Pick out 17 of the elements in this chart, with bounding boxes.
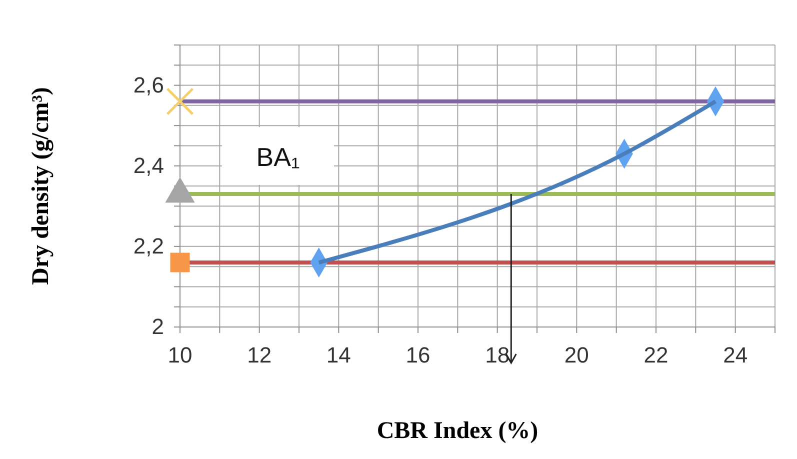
y-tick-label: 2 xyxy=(152,314,164,340)
point xyxy=(166,87,194,116)
y-tick-label: 2,6 xyxy=(133,72,164,98)
point xyxy=(170,252,190,272)
y-axis-title: Dry density (g/cm³) xyxy=(28,87,54,285)
y-tick-label: 2,2 xyxy=(133,233,164,258)
annotation: BA₁ xyxy=(256,142,300,172)
x-tick-label: 20 xyxy=(564,342,589,368)
x-tick-label: 14 xyxy=(326,342,351,368)
x-tick-label: 16 xyxy=(406,342,430,368)
x-tick-label: 22 xyxy=(644,342,668,368)
x-tick-label: 24 xyxy=(723,342,748,368)
x-tick-label: 12 xyxy=(247,342,272,368)
x-tick-label: 10 xyxy=(168,342,192,368)
x-axis-title: CBR Index (%) xyxy=(376,418,538,444)
y-tick-label: 2,4 xyxy=(133,152,164,178)
x-tick-label: 18 xyxy=(485,342,510,368)
